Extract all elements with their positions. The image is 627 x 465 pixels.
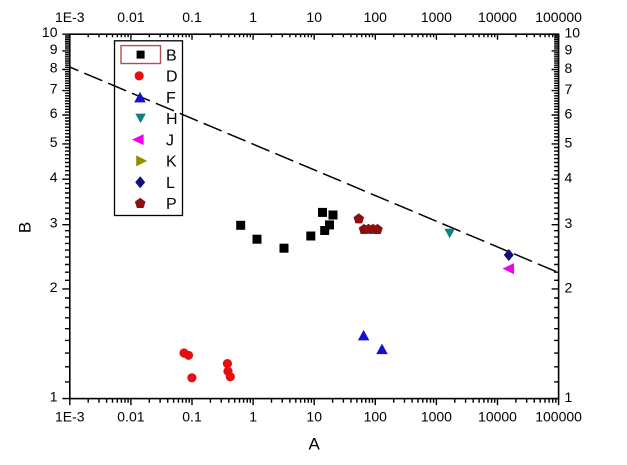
svg-text:K: K [166,154,177,171]
svg-text:0.01: 0.01 [117,9,144,25]
svg-text:0.1: 0.1 [182,408,202,424]
svg-text:10: 10 [306,9,322,25]
svg-text:1000: 1000 [421,9,452,25]
svg-text:0.01: 0.01 [117,408,144,424]
svg-text:9: 9 [565,41,573,57]
svg-text:8: 8 [565,60,573,76]
svg-text:1000: 1000 [421,408,452,424]
svg-text:1: 1 [50,389,58,405]
svg-text:4: 4 [50,169,58,185]
svg-text:5: 5 [50,134,58,150]
svg-text:2: 2 [565,279,573,295]
svg-text:A: A [309,435,321,454]
svg-text:7: 7 [565,81,573,97]
svg-text:P: P [166,196,177,213]
svg-text:2: 2 [50,279,58,295]
svg-text:1: 1 [249,9,257,25]
svg-text:B: B [166,47,177,64]
svg-text:10000: 10000 [478,9,517,25]
svg-text:4: 4 [565,170,573,186]
svg-text:L: L [166,175,175,192]
svg-text:100000: 100000 [535,408,582,424]
svg-text:J: J [166,132,174,149]
svg-text:D: D [166,69,178,86]
svg-text:100: 100 [364,408,388,424]
svg-text:1: 1 [565,389,573,405]
svg-text:6: 6 [50,105,58,121]
svg-text:6: 6 [565,106,573,122]
svg-text:1E-3: 1E-3 [55,408,85,424]
svg-text:7: 7 [50,81,58,97]
svg-text:100000: 100000 [535,9,582,25]
svg-text:B: B [16,222,35,233]
svg-text:10: 10 [306,408,322,424]
svg-text:10: 10 [42,24,58,40]
svg-text:5: 5 [565,134,573,150]
svg-text:10: 10 [565,25,581,41]
svg-text:F: F [166,90,176,107]
svg-text:1: 1 [249,408,257,424]
svg-text:1E-3: 1E-3 [55,9,85,25]
svg-text:100: 100 [364,9,388,25]
svg-text:0.1: 0.1 [182,9,202,25]
svg-text:8: 8 [50,60,58,76]
svg-text:3: 3 [565,215,573,231]
svg-text:H: H [166,111,178,128]
svg-text:9: 9 [50,41,58,57]
svg-text:10000: 10000 [478,408,517,424]
svg-text:3: 3 [50,215,58,231]
